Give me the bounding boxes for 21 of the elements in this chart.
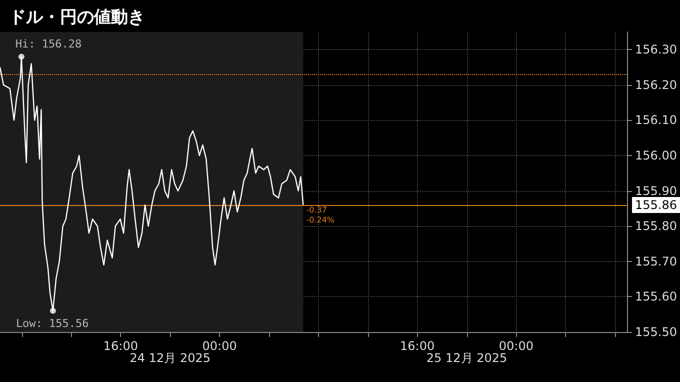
ref-line-label: 155.86 (635, 198, 678, 212)
chart-title: ドル・円の値動き (9, 8, 145, 28)
annotation: Hi: 156.28 (15, 38, 82, 51)
y-tick-label: 155.90 (635, 184, 678, 198)
y-tick-label: 156.00 (635, 148, 678, 163)
annotation: Low: 155.56 (16, 316, 89, 330)
y-tick-label: 156.20 (635, 78, 678, 92)
x-tick-label: 16:00 (103, 339, 138, 353)
x-tick-label: 16:00 (400, 339, 435, 353)
x-tick-label: 00:00 (498, 339, 534, 353)
annotation: -0.37 (306, 205, 327, 214)
y-tick-label: 155.80 (635, 219, 678, 234)
text: 24 12月 2025 (130, 351, 210, 365)
y-tick-label: 156.10 (635, 113, 678, 128)
x-tick-label: 00:00 (202, 339, 237, 353)
text: 25 12月 2025 (426, 351, 508, 365)
annotation: -0.24% (306, 215, 335, 224)
y-tick-label: 155.60 (635, 290, 678, 304)
y-tick-label: 156.30 (635, 42, 678, 57)
y-tick-label: 155.70 (635, 254, 678, 268)
y-tick-label: 155.50 (635, 325, 678, 339)
